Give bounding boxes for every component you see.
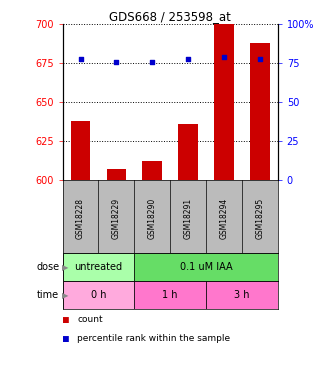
Text: GSM18229: GSM18229: [112, 198, 121, 238]
Title: GDS668 / 253598_at: GDS668 / 253598_at: [109, 10, 231, 23]
Bar: [134, 281, 206, 309]
Text: 1 h: 1 h: [162, 290, 178, 300]
Text: 0 h: 0 h: [91, 290, 106, 300]
Bar: [134, 253, 278, 281]
Text: GSM18228: GSM18228: [76, 198, 85, 238]
Point: [221, 54, 226, 60]
Text: ■: ■: [63, 334, 68, 344]
Bar: [63, 253, 134, 281]
Bar: [214, 24, 234, 180]
Text: GSM18290: GSM18290: [148, 197, 157, 238]
Text: GSM18291: GSM18291: [184, 198, 193, 238]
Text: untreated: untreated: [74, 262, 123, 272]
Text: 0.1 uM IAA: 0.1 uM IAA: [180, 262, 232, 272]
Text: GSM18295: GSM18295: [255, 197, 264, 238]
Point: [78, 56, 83, 62]
Text: ▶: ▶: [62, 291, 69, 300]
Point: [114, 59, 119, 65]
Text: dose: dose: [36, 262, 59, 272]
Text: time: time: [37, 290, 59, 300]
Text: count: count: [77, 315, 103, 324]
Bar: [178, 124, 198, 180]
Bar: [250, 43, 270, 180]
Point: [257, 56, 262, 62]
Text: percentile rank within the sample: percentile rank within the sample: [77, 334, 230, 343]
Bar: [206, 281, 278, 309]
Text: ■: ■: [63, 315, 68, 325]
Point: [150, 59, 155, 65]
Bar: [63, 281, 134, 309]
Bar: [107, 169, 126, 180]
Bar: [142, 161, 162, 180]
Text: ▶: ▶: [62, 263, 69, 272]
Bar: [71, 121, 91, 180]
Point: [186, 56, 191, 62]
Text: 3 h: 3 h: [234, 290, 249, 300]
Text: GSM18294: GSM18294: [219, 197, 229, 238]
